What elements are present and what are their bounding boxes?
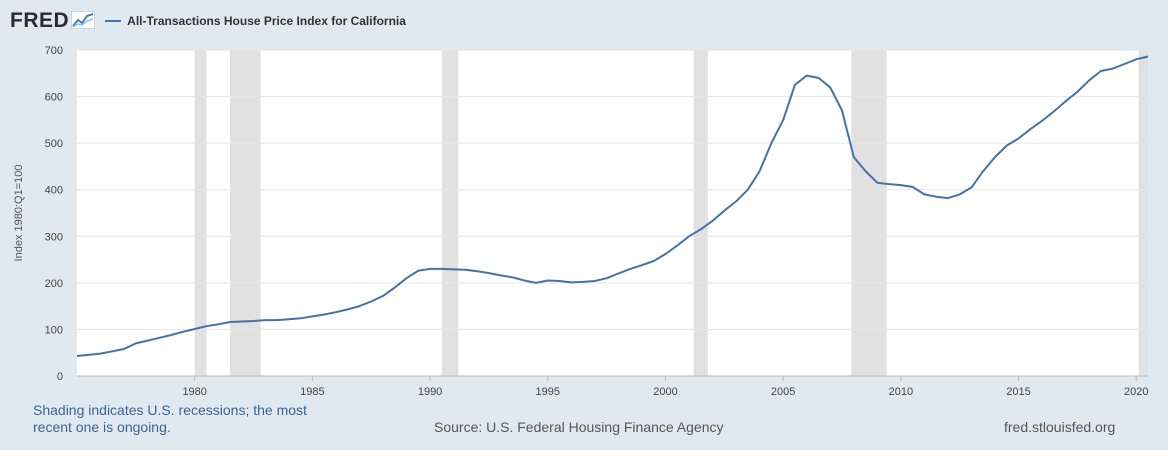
x-tick-label-2010: 2010 xyxy=(889,386,913,398)
legend-line-swatch xyxy=(105,20,122,22)
x-tick-label-2000: 2000 xyxy=(653,386,677,398)
x-tick-label-1985: 1985 xyxy=(300,386,324,398)
x-tick-label-1995: 1995 xyxy=(536,386,560,398)
y-tick-label-100: 100 xyxy=(45,324,63,336)
y-tick-label-700: 700 xyxy=(45,45,63,57)
x-tick-label-1990: 1990 xyxy=(418,386,442,398)
recession-band-5 xyxy=(1138,50,1148,376)
x-tick-label-2020: 2020 xyxy=(1124,386,1148,398)
series-line-0[interactable] xyxy=(76,55,1149,357)
y-tick-label-600: 600 xyxy=(45,92,63,104)
fred-logo[interactable]: FRED xyxy=(10,9,70,32)
recession-band-4 xyxy=(851,50,887,376)
x-tick-label-2005: 2005 xyxy=(771,386,795,398)
y-axis-ticks: 0 100 200 300 400 500 600 700 xyxy=(45,45,63,383)
y-tick-label-0: 0 xyxy=(57,371,63,383)
x-tick-label-1980: 1980 xyxy=(182,386,206,398)
y-tick-label-400: 400 xyxy=(45,185,63,197)
gridlines xyxy=(77,49,1148,377)
source-note: Source: U.S. Federal Housing Finance Age… xyxy=(434,419,724,435)
header: FRED All-Transactions House Price Index … xyxy=(10,8,406,34)
x-tick-label-2015: 2015 xyxy=(1006,386,1030,398)
recession-band-0 xyxy=(194,50,207,376)
y-axis-label: Index 1980:Q1=100 xyxy=(13,165,25,262)
x-axis-ticks: 1980 1985 1990 1995 2000 2005 2010 2015 2020 xyxy=(182,376,1148,398)
recession-band-3 xyxy=(693,50,708,376)
line-graph-icon xyxy=(71,11,96,29)
y-tick-label-200: 200 xyxy=(45,278,63,290)
recession-note: Shading indicates U.S. recessions; the m… xyxy=(33,402,307,435)
series-title[interactable]: All-Transactions House Price Index for C… xyxy=(127,14,406,28)
site-url[interactable]: fred.stlouisfed.org xyxy=(1004,419,1116,435)
series-layer xyxy=(76,55,1149,357)
recession-band-2 xyxy=(441,50,459,376)
recession-band-1 xyxy=(230,50,261,376)
y-tick-label-500: 500 xyxy=(45,138,63,150)
y-tick-label-300: 300 xyxy=(45,231,63,243)
